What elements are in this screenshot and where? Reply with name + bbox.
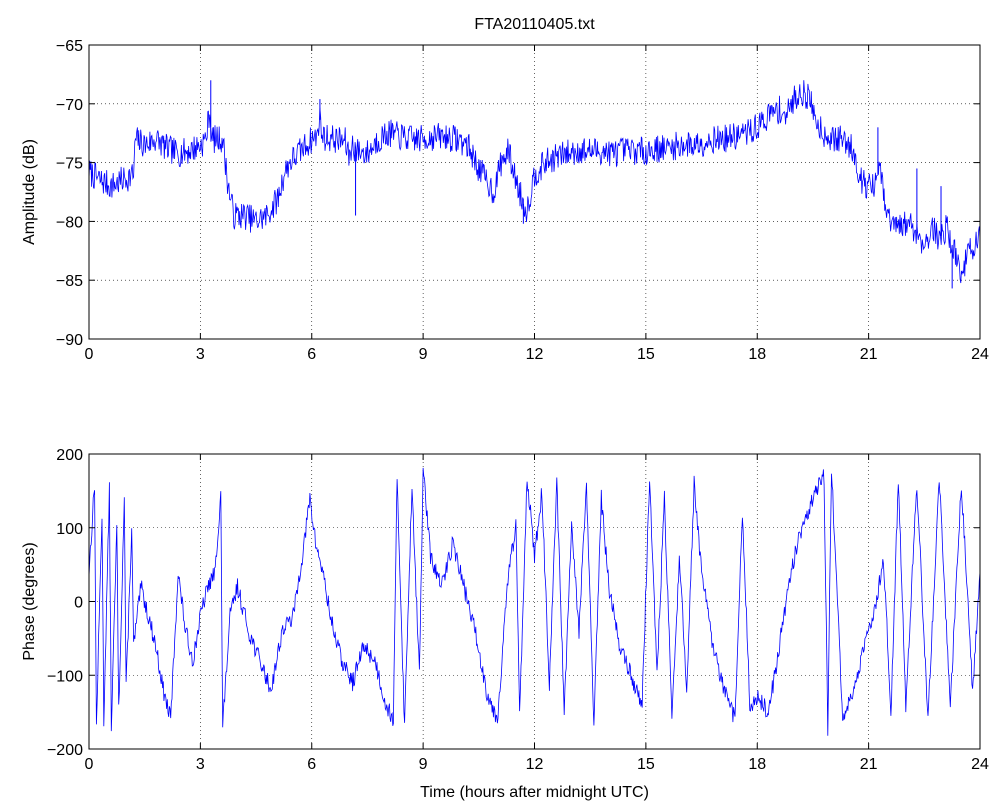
phase-xtick-label: 18 [748,756,766,773]
phase-ytick-label: −200 [47,742,83,759]
amplitude-ytick-label: −65 [56,38,83,55]
amplitude-ytick-label: −85 [56,273,83,290]
amplitude-xtick-label: 0 [85,346,94,363]
phase-xtick-label: 21 [860,756,878,773]
amplitude-ytick-label: −70 [56,97,83,114]
phase-xtick-label: 3 [196,756,205,773]
phase-xtick-label: 12 [526,756,544,773]
phase-ytick-label: −100 [47,668,83,685]
phase-xtick-label: 0 [85,756,94,773]
amplitude-ytick-label: −75 [56,156,83,173]
phase-ylabel: Phase (degrees) [21,542,38,660]
phase-ytick-label: 100 [56,521,83,538]
amplitude-xtick-label: 15 [637,346,655,363]
amplitude-ytick-label: −80 [56,214,83,231]
amplitude-xtick-label: 12 [526,346,544,363]
chart-title: FTA20110405.txt [474,16,595,33]
phase-panel: 0 3 6 9 12 15 18 21 24 −200 −100 0 100 200 Time (hours… [21,447,989,801]
amplitude-series-line [89,80,980,284]
phase-series-line [89,467,980,736]
phase-xtick-label: 15 [637,756,655,773]
phase-xtick-label: 24 [971,756,989,773]
phase-xtick-label: 9 [419,756,428,773]
phase-ytick-label: 200 [56,447,83,464]
phase-xtick-label: 6 [307,756,316,773]
amplitude-ytick-label: −90 [56,332,83,349]
amplitude-xtick-label: 21 [860,346,878,363]
amplitude-xtick-label: 3 [196,346,205,363]
phase-ytick-label: 0 [74,595,83,612]
amplitude-xtick-label: 18 [748,346,766,363]
phase-xlabel: Time (hours after midnight UTC) [420,784,649,801]
amplitude-ylabel: Amplitude (dB) [21,139,38,245]
amplitude-xtick-label: 6 [307,346,316,363]
amplitude-panel: 0 3 6 9 12 15 18 21 24 −90 −85 −80 −75 −70 −65 FTA20110… [21,16,989,363]
amplitude-xtick-label: 9 [419,346,428,363]
amplitude-xtick-label: 24 [971,346,989,363]
